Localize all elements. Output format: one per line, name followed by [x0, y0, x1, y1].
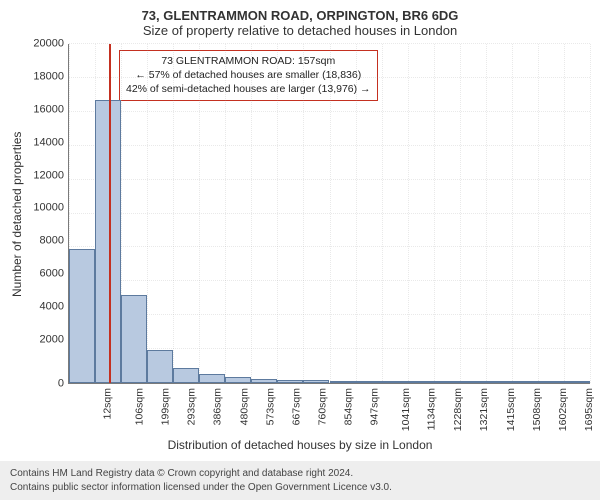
histogram-bar [173, 368, 199, 383]
histogram-bar [382, 381, 408, 383]
histogram-bar [121, 295, 147, 383]
x-tick: 1415sqm [505, 388, 517, 431]
x-tick: 1508sqm [531, 388, 543, 431]
marker-info-box: 73 GLENTRAMMON ROAD: 157sqm ← 57% of det… [119, 50, 378, 101]
x-tick: 573sqm [264, 388, 276, 425]
y-tick: 12000 [33, 170, 64, 181]
grid-line-v [590, 44, 591, 383]
footer: Contains HM Land Registry data © Crown c… [0, 461, 600, 500]
x-tick: 667sqm [290, 388, 302, 425]
info-line-2: ← 57% of detached houses are smaller (18… [126, 68, 371, 82]
x-tick: 480sqm [238, 388, 250, 425]
x-tick: 293sqm [186, 388, 198, 425]
chart-title-main: 73, GLENTRAMMON ROAD, ORPINGTON, BR6 6DG [10, 8, 590, 23]
y-tick: 2000 [40, 335, 64, 346]
grid-line-v [460, 44, 461, 383]
histogram-bar [564, 381, 590, 383]
info-line-3: 42% of semi-detached houses are larger (… [126, 82, 371, 96]
x-tick: 1602sqm [557, 388, 569, 431]
grid-line-v [434, 44, 435, 383]
y-tick: 0 [58, 378, 64, 389]
x-tick: 1228sqm [453, 388, 465, 431]
x-tick: 199sqm [160, 388, 172, 425]
x-axis-label: Distribution of detached houses by size … [10, 438, 590, 452]
grid-line-v [303, 44, 304, 383]
grid-line-v [486, 44, 487, 383]
histogram-bar [538, 381, 564, 383]
y-tick: 10000 [33, 203, 64, 214]
histogram-bar [303, 380, 329, 383]
x-tick: 1695sqm [583, 388, 595, 431]
x-tick: 386sqm [212, 388, 224, 425]
y-tick: 14000 [33, 137, 64, 148]
histogram-bar [95, 100, 121, 383]
y-tick: 6000 [40, 269, 64, 280]
histogram-bar [147, 350, 173, 383]
x-tick: 760sqm [316, 388, 328, 425]
info-line-1: 73 GLENTRAMMON ROAD: 157sqm [126, 54, 371, 68]
histogram-bar [225, 377, 251, 383]
footer-line-1: Contains HM Land Registry data © Crown c… [10, 467, 590, 481]
y-tick: 8000 [40, 236, 64, 247]
grid-line-v [173, 44, 174, 383]
grid-line-v [330, 44, 331, 383]
grid-line-v [382, 44, 383, 383]
y-axis: 2000018000160001400012000100008000600040… [26, 44, 68, 384]
chart-container: 73, GLENTRAMMON ROAD, ORPINGTON, BR6 6DG… [0, 0, 600, 461]
marker-line [109, 44, 111, 383]
x-tick: 1134sqm [426, 388, 438, 430]
y-tick: 16000 [33, 104, 64, 115]
histogram-bar [512, 381, 538, 383]
x-tick: 947sqm [368, 388, 380, 425]
x-axis: 12sqm 106sqm 199sqm 293sqm 386sqm 480sqm 573sq… [68, 384, 590, 436]
histogram-bar [251, 379, 277, 383]
histogram-bar [356, 381, 382, 383]
grid-line-v [538, 44, 539, 383]
grid-line-v [356, 44, 357, 383]
grid-line-v [512, 44, 513, 383]
grid-line-v [225, 44, 226, 383]
histogram-bar [486, 381, 512, 383]
x-tick: 12sqm [102, 388, 114, 420]
y-tick: 20000 [33, 39, 64, 50]
x-tick: 106sqm [133, 388, 145, 425]
y-tick: 18000 [33, 71, 64, 82]
footer-line-2: Contains public sector information licen… [10, 481, 590, 495]
x-tick: 1321sqm [479, 388, 491, 431]
y-tick: 4000 [40, 302, 64, 313]
histogram-bar [69, 249, 95, 383]
histogram-bar [277, 380, 303, 383]
histogram-bar [408, 381, 434, 383]
histogram-bar [460, 381, 486, 383]
grid-line-v [147, 44, 148, 383]
histogram-bar [434, 381, 460, 383]
grid-line-v [564, 44, 565, 383]
grid-line-v [199, 44, 200, 383]
x-tick: 854sqm [342, 388, 354, 425]
chart-title-sub: Size of property relative to detached ho… [10, 23, 590, 38]
grid-line-v [408, 44, 409, 383]
y-axis-label: Number of detached properties [10, 44, 26, 384]
plot-area: Number of detached properties 2000018000… [10, 44, 590, 384]
plot: 73 GLENTRAMMON ROAD: 157sqm ← 57% of det… [68, 44, 590, 384]
x-tick: 1041sqm [400, 388, 412, 431]
grid-line-v [251, 44, 252, 383]
histogram-bar [199, 374, 225, 383]
histogram-bar [330, 381, 356, 383]
grid-line-v [277, 44, 278, 383]
